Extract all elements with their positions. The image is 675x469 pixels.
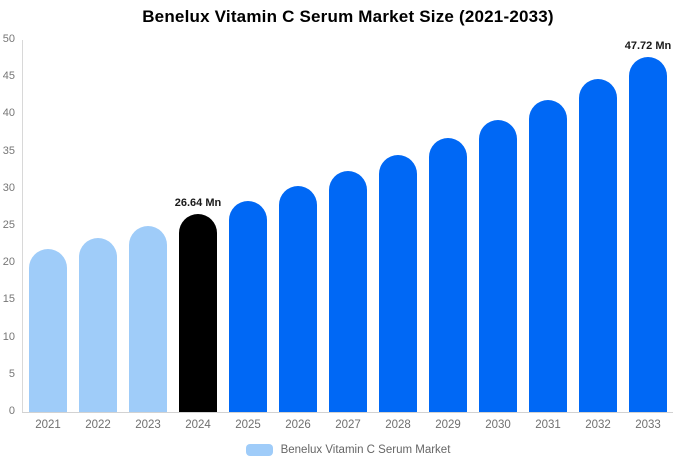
y-tick-label: 0: [8, 405, 15, 417]
x-tick-label: 2021: [35, 419, 61, 431]
x-tick-label: 2025: [235, 419, 261, 431]
legend-swatch-icon: [245, 444, 273, 456]
y-axis-line: [22, 40, 23, 413]
bar-2026[interactable]: [279, 186, 317, 412]
plot-area: 26.64 Mn 47.72 Mn: [23, 40, 673, 412]
x-tick-label: 2023: [135, 419, 161, 431]
bar-slot: 26.64 Mn: [173, 40, 223, 412]
bar-slot: [373, 40, 423, 412]
bar-slot: [523, 40, 573, 412]
y-tick-label: 35: [2, 144, 15, 157]
x-tick-label: 2022: [85, 419, 111, 431]
bar-slot: [473, 40, 523, 412]
x-tick-label: 2033: [635, 419, 661, 431]
bar-2029[interactable]: [429, 138, 467, 412]
x-tick-label: 2029: [435, 419, 461, 431]
y-tick-label: 10: [2, 330, 15, 343]
bar-2027[interactable]: [329, 171, 367, 412]
legend-item[interactable]: Benelux Vitamin C Serum Market: [23, 444, 673, 456]
bar-2021[interactable]: [29, 249, 67, 412]
bar-value-label: 47.72 Mn: [624, 40, 672, 52]
x-axis-labels: 2021 2022 2023 2024 2025 2026 2027 2028 2029 2030…: [23, 419, 673, 431]
y-tick-label: 15: [2, 293, 15, 306]
x-tick-label: 2032: [585, 419, 611, 431]
bar-slot: [223, 40, 273, 412]
y-tick-label: 45: [2, 70, 15, 83]
y-tick-label: 5: [8, 367, 15, 380]
x-tick-label: 2024: [185, 419, 211, 431]
x-tick-label: 2027: [335, 419, 361, 431]
y-tick-label: 50: [2, 33, 15, 45]
chart-title: Benelux Vitamin C Serum Market Size (202…: [142, 7, 554, 26]
x-tick-label: 2030: [485, 419, 511, 431]
bar-slot: [423, 40, 473, 412]
y-axis: 0 5 10 15 20 25 30 35 40 45 50: [0, 34, 15, 417]
bars-container: 26.64 Mn 47.72 Mn: [23, 40, 673, 412]
bar-slot: [123, 40, 173, 412]
bar-slot: [23, 40, 73, 412]
bar-2028[interactable]: [379, 155, 417, 412]
bar-slot: [73, 40, 123, 412]
bar-slot: 47.72 Mn: [623, 40, 673, 412]
y-tick-label: 40: [2, 107, 15, 120]
bar-slot: [573, 40, 623, 412]
bar-2023[interactable]: [129, 226, 167, 412]
bar-slot: [273, 40, 323, 412]
bar-2024[interactable]: [179, 214, 217, 412]
y-tick-label: 30: [2, 181, 15, 194]
x-tick-label: 2028: [385, 419, 411, 431]
bar-2032[interactable]: [579, 79, 617, 412]
x-tick-label: 2031: [535, 419, 561, 431]
bar-slot: [323, 40, 373, 412]
x-axis-line: [22, 412, 673, 413]
bar-2030[interactable]: [479, 120, 517, 412]
legend-label: Benelux Vitamin C Serum Market: [280, 444, 451, 456]
bar-value-label: 26.64 Mn: [174, 197, 222, 209]
bar-2022[interactable]: [79, 238, 117, 412]
bar-2033[interactable]: [629, 57, 667, 412]
y-tick-label: 25: [2, 219, 15, 231]
y-tick-label: 20: [2, 256, 15, 269]
bar-2025[interactable]: [229, 201, 267, 412]
x-tick-label: 2026: [285, 419, 311, 431]
bar-2031[interactable]: [529, 100, 567, 412]
